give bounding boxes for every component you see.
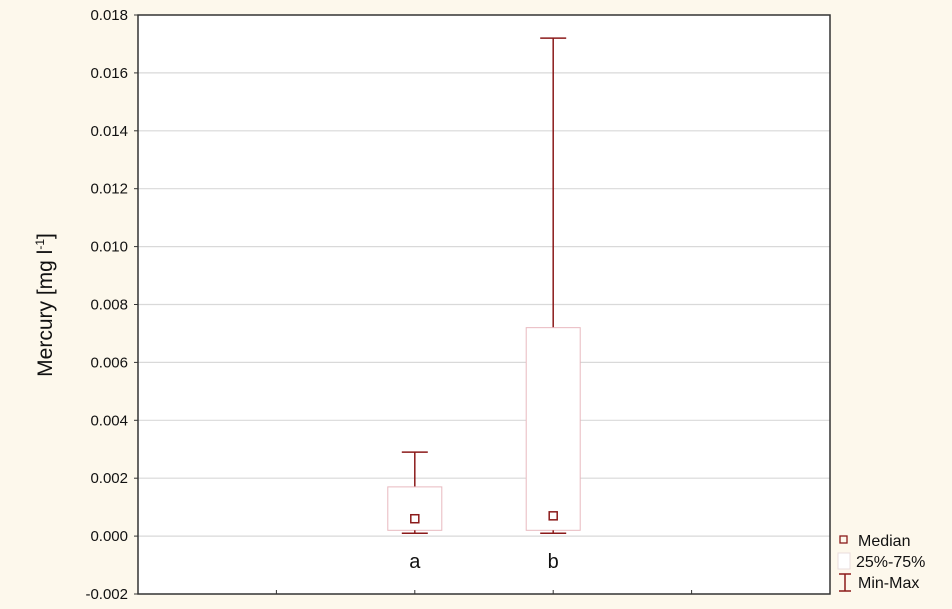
y-tick-label: 0.000 xyxy=(90,528,128,545)
y-tick-label: 0.014 xyxy=(90,123,128,140)
y-tick-label: -0.002 xyxy=(85,586,128,603)
y-tick-label: 0.006 xyxy=(90,354,128,371)
legend-median-icon xyxy=(839,535,848,544)
y-tick-label: 0.010 xyxy=(90,239,128,256)
legend-box-icon xyxy=(837,552,851,570)
box-iqr xyxy=(525,327,581,531)
legend-minmax-icon xyxy=(839,573,851,592)
category-label: b xyxy=(548,551,559,573)
y-tick-label: 0.016 xyxy=(90,65,128,82)
median-marker xyxy=(548,511,558,521)
category-label: a xyxy=(409,551,421,573)
box-iqr xyxy=(387,486,443,531)
legend-median: Median xyxy=(858,533,910,550)
y-tick-label: 0.008 xyxy=(90,297,128,314)
y-tick-label: 0.004 xyxy=(90,412,128,429)
y-tick-label: 0.018 xyxy=(90,7,128,24)
y-axis-label: Mercury [mg l-1] xyxy=(33,233,57,377)
y-tick-label: 0.002 xyxy=(90,470,128,487)
median-marker xyxy=(410,513,420,524)
legend-box: 25%-75% xyxy=(856,554,925,571)
y-tick-label: 0.012 xyxy=(90,181,128,198)
legend-minmax: Min-Max xyxy=(858,575,919,592)
legend: Median 25%-75% Min-Max xyxy=(837,533,925,592)
